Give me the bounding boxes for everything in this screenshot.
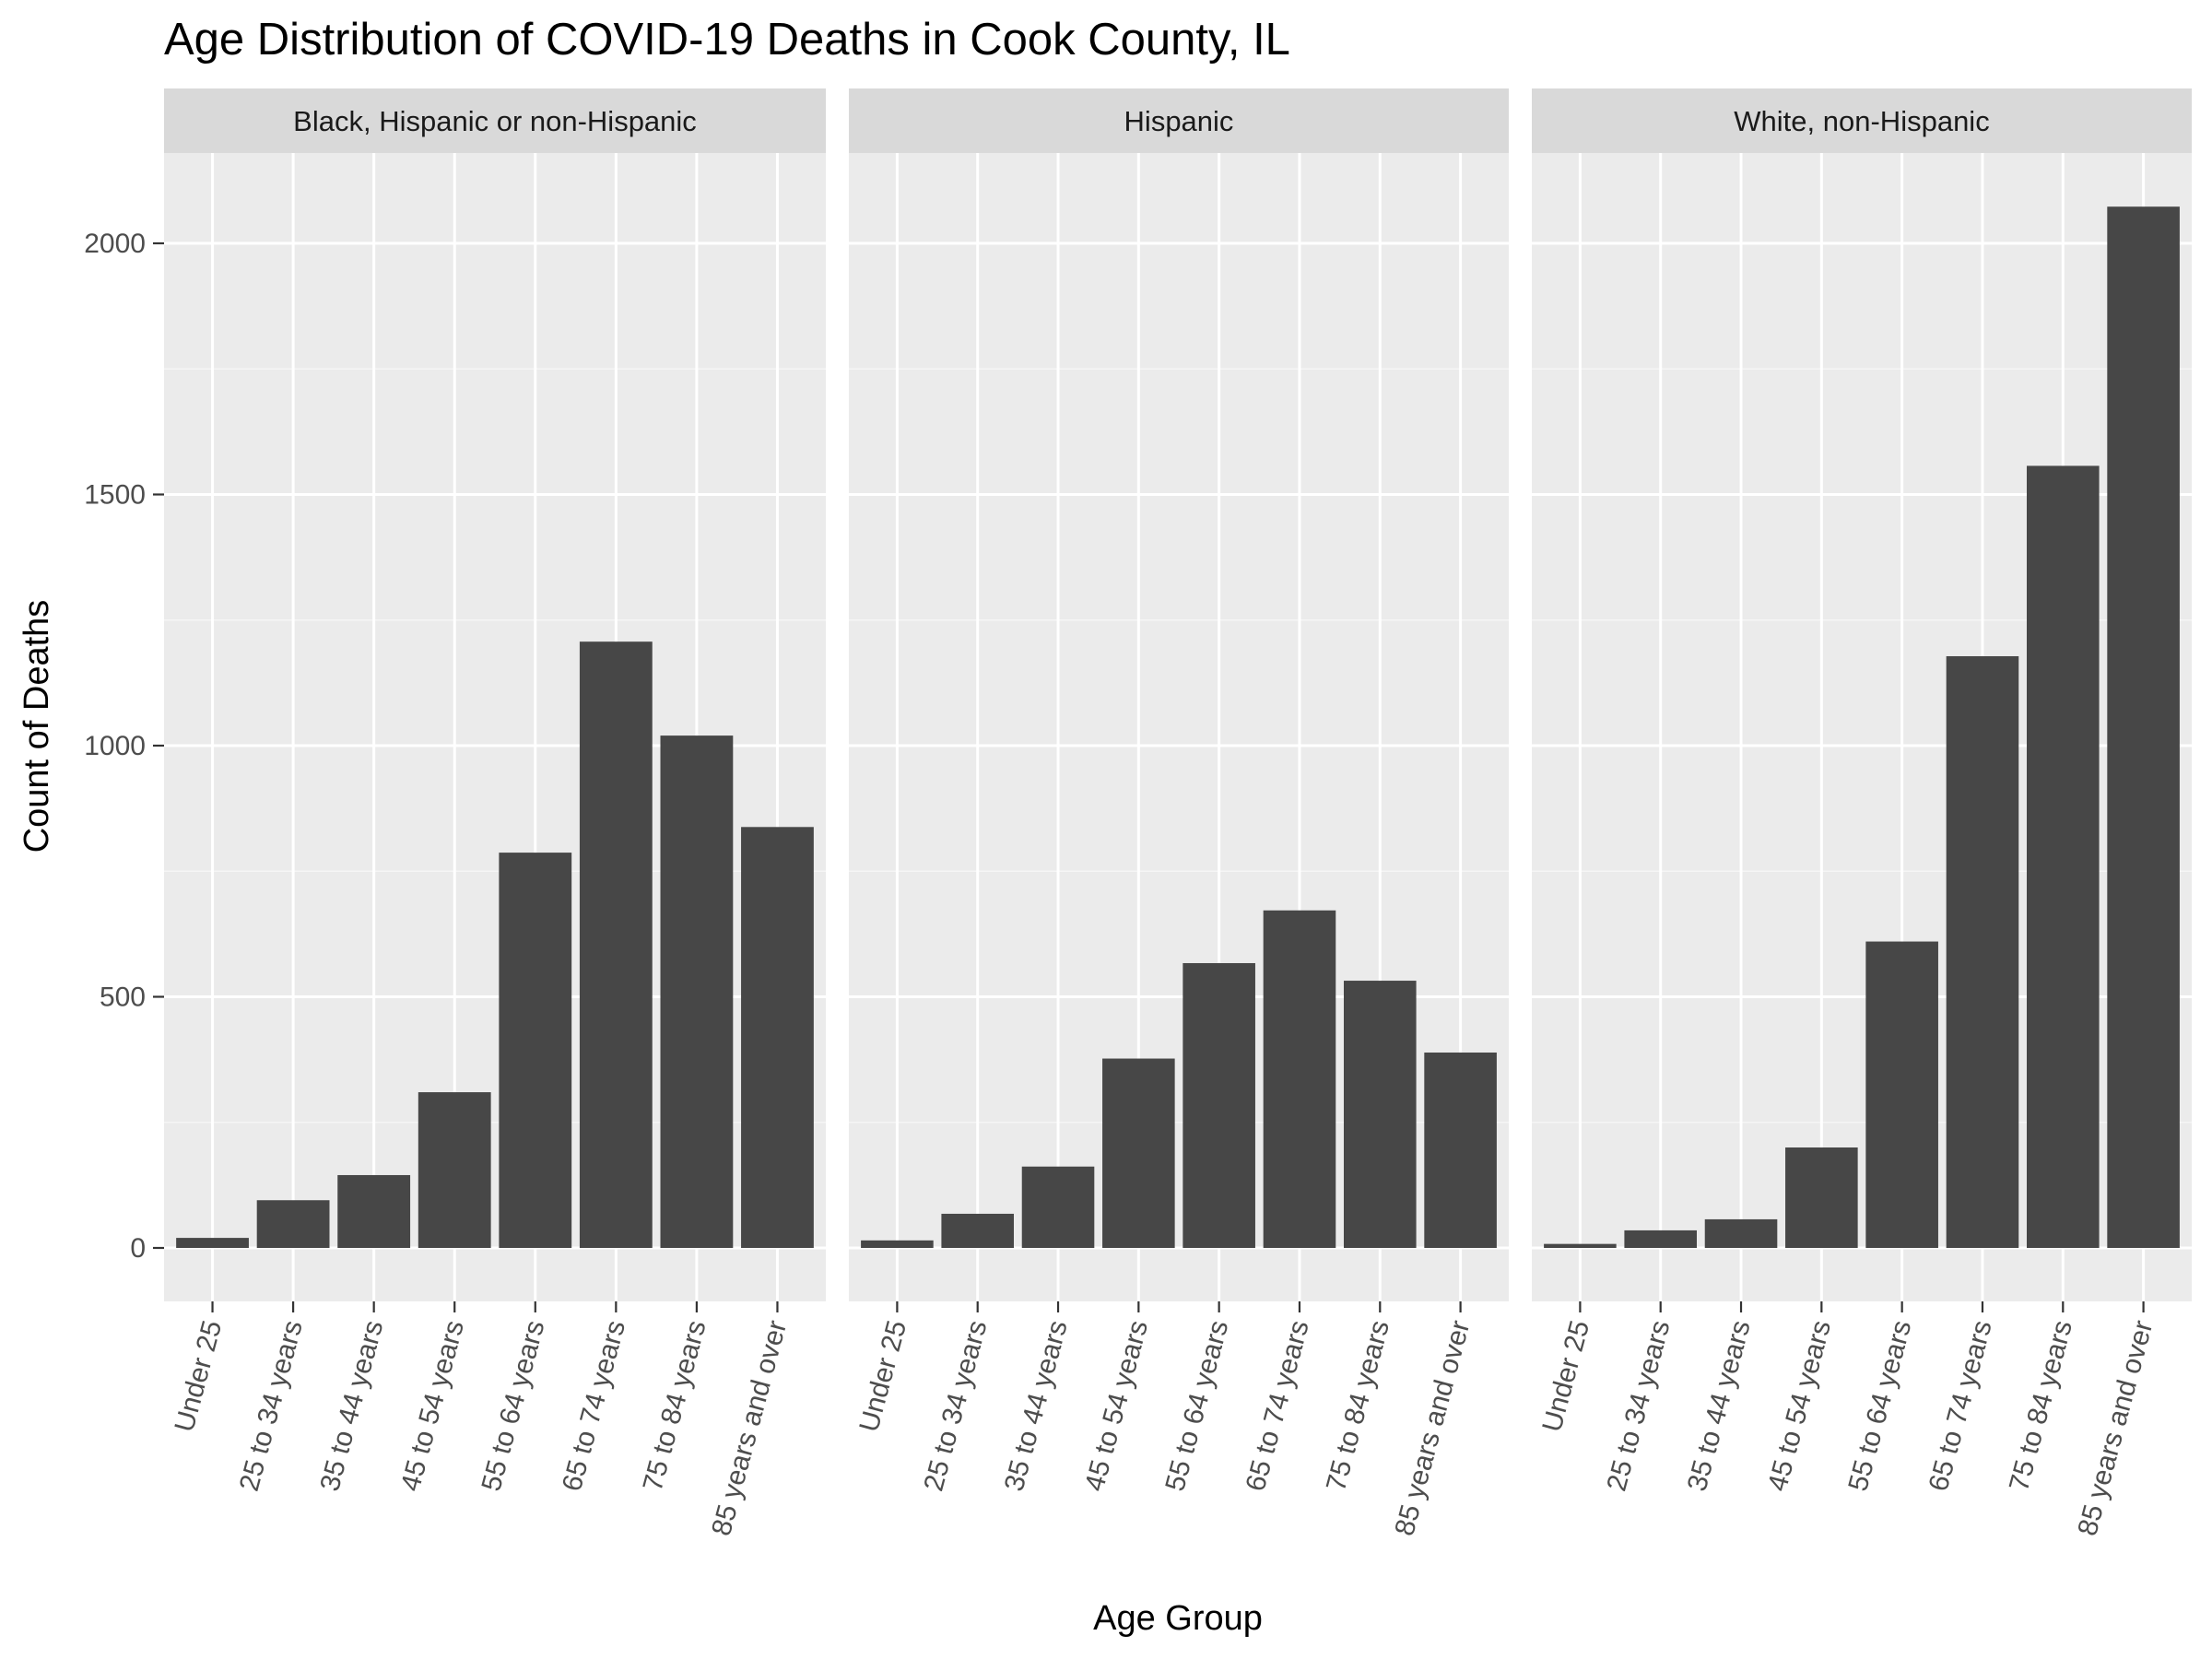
facet-panel: White, non-Hispanic Under 25 25 to 34 year…	[1532, 88, 2192, 1539]
bar	[1424, 1052, 1497, 1248]
x-tick-label: 45 to 54 years	[1079, 1317, 1154, 1494]
x-tick-label: Under 25	[853, 1317, 912, 1435]
bar	[499, 853, 572, 1248]
x-tick-label: 85 years and over	[2072, 1317, 2159, 1539]
bar	[418, 1092, 491, 1248]
bar	[1544, 1243, 1617, 1248]
bar	[861, 1240, 934, 1248]
chart-title: Age Distribution of COVID-19 Deaths in C…	[164, 15, 1290, 65]
bar	[941, 1213, 1014, 1248]
y-tick-label: 500	[100, 982, 146, 1013]
facet-strip-label: Black, Hispanic or non-Hispanic	[293, 105, 697, 137]
y-axis: 0 500 1000 1500 2000	[84, 229, 164, 1264]
x-tick-label: 65 to 74 years	[1241, 1317, 1315, 1494]
bar	[741, 827, 814, 1248]
bar	[1704, 1218, 1778, 1248]
facet-panel: Hispanic Under 25 25 to 34 years 35 to 44 y…	[849, 88, 1509, 1539]
bar	[1102, 1058, 1175, 1248]
x-tick-label: 35 to 44 years	[314, 1317, 389, 1494]
x-tick-label: 25 to 34 years	[1601, 1317, 1676, 1494]
bar	[660, 735, 734, 1248]
x-tick-label: 35 to 44 years	[999, 1317, 1074, 1494]
bar	[1021, 1166, 1095, 1248]
x-tick-label: 75 to 84 years	[638, 1317, 712, 1494]
bar	[1946, 655, 2019, 1248]
facet-strip-label: Hispanic	[1124, 105, 1234, 137]
y-tick-label: 1000	[84, 731, 146, 761]
bar	[1785, 1147, 1858, 1248]
x-tick-label: 65 to 74 years	[1924, 1317, 1998, 1494]
bar	[1344, 981, 1417, 1248]
facet-strip	[1532, 88, 2192, 153]
x-tick-label: 85 years and over	[1389, 1317, 1476, 1539]
x-tick-label: 25 to 34 years	[234, 1317, 309, 1494]
x-tick-label: 65 to 74 years	[557, 1317, 631, 1494]
y-tick-label: 2000	[84, 229, 146, 259]
bar	[1865, 941, 1938, 1248]
bar	[337, 1174, 411, 1248]
x-tick-label: 55 to 64 years	[476, 1317, 550, 1494]
bar	[176, 1238, 249, 1248]
x-tick-label: 25 to 34 years	[918, 1317, 993, 1494]
bar	[579, 641, 653, 1248]
y-axis-title: Count of Deaths	[18, 600, 56, 853]
x-tick-label: Under 25	[1536, 1317, 1595, 1435]
x-tick-label: 75 to 84 years	[2004, 1317, 2078, 1494]
bar	[1624, 1230, 1697, 1248]
bar	[2027, 465, 2100, 1248]
facet-strip-label: White, non-Hispanic	[1734, 105, 1989, 137]
x-tick-label: 45 to 54 years	[395, 1317, 470, 1494]
facet-strip	[164, 88, 826, 153]
x-tick-label: 35 to 44 years	[1682, 1317, 1757, 1494]
x-tick-label: 55 to 64 years	[1842, 1317, 1917, 1494]
x-axis-title: Age Group	[1093, 1599, 1263, 1638]
bar	[2107, 206, 2180, 1249]
bar	[256, 1200, 330, 1248]
bar	[1263, 910, 1336, 1248]
x-tick-label: 45 to 54 years	[1762, 1317, 1837, 1494]
x-tick-label: 85 years and over	[706, 1317, 793, 1539]
facet-strip	[849, 88, 1509, 153]
facet-panel: Black, Hispanic or non-Hispanic Under 25 2…	[164, 88, 826, 1539]
x-tick-label: Under 25	[169, 1317, 228, 1435]
bar	[1182, 962, 1255, 1248]
x-tick-label: 55 to 64 years	[1159, 1317, 1234, 1494]
y-tick-label: 0	[130, 1233, 146, 1264]
x-tick-label: 75 to 84 years	[1321, 1317, 1395, 1494]
y-tick-label: 1500	[84, 480, 146, 511]
